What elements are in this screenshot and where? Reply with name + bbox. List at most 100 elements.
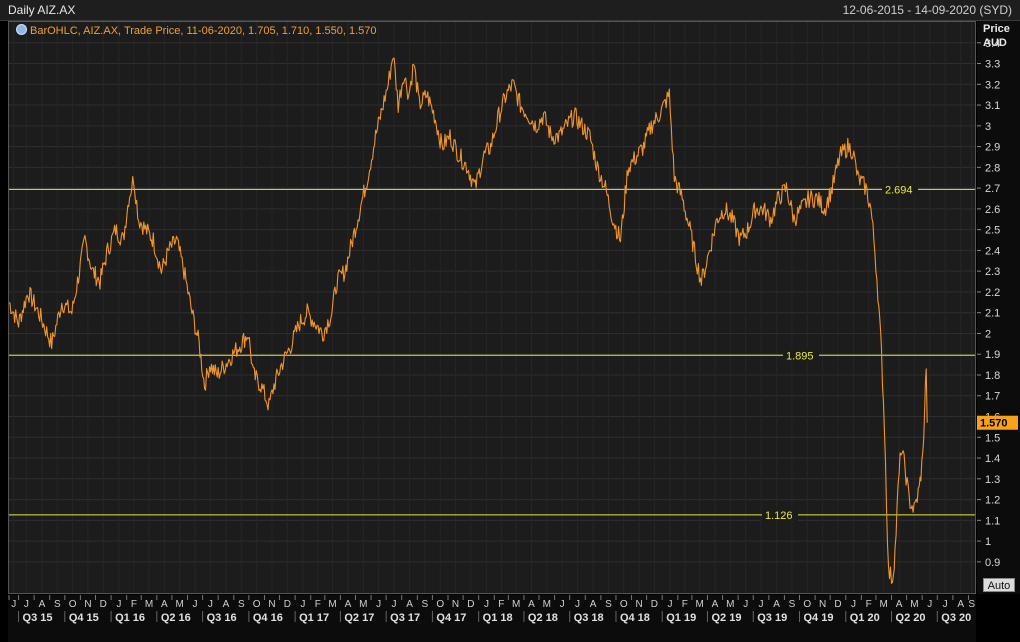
chart-title: Daily AIZ.AX — [8, 3, 76, 17]
month-label: S — [968, 599, 975, 610]
month-label: S — [238, 599, 245, 610]
y-tick-label: 2.8 — [985, 162, 1000, 174]
series-legend[interactable]: BarOHLC, AIZ.AX, Trade Price, 11-06-2020… — [16, 24, 377, 37]
y-tick-label: 1.3 — [985, 474, 1000, 486]
y-tick-label: 2.7 — [985, 183, 1000, 195]
month-label: S — [605, 599, 612, 610]
quarter-label: Q2 17 — [344, 612, 374, 624]
month-label: D — [651, 599, 658, 610]
y-tick-label: 1.1 — [985, 515, 1000, 527]
quarter-label: Q1 17 — [299, 612, 329, 624]
month-label: A — [223, 599, 230, 610]
last-price-label: 1.570 — [980, 418, 1008, 430]
y-tick-label: 3.1 — [985, 100, 1000, 112]
y-tick-label: 2.3 — [985, 266, 1000, 278]
quarter-label: Q2 19 — [711, 612, 741, 624]
month-label: J — [575, 599, 580, 610]
y-tick-label: 1.9 — [985, 349, 1000, 361]
y-tick-label: 2.1 — [985, 308, 1000, 320]
quarter-label: Q1 20 — [850, 612, 880, 624]
month-label: F — [682, 599, 688, 610]
y-tick-label: 2.5 — [985, 225, 1000, 237]
month-label: M — [145, 599, 153, 610]
y-tick-label: 1.7 — [985, 391, 1000, 403]
y-tick-label: 1.4 — [985, 453, 1000, 465]
month-label: F — [866, 599, 872, 610]
last-price-tag — [977, 415, 1018, 430]
month-label: D — [467, 599, 474, 610]
legend-text: BarOHLC, AIZ.AX, Trade Price, 11-06-2020… — [30, 25, 377, 37]
quarter-label: Q3 16 — [207, 612, 237, 624]
month-label: A — [528, 599, 535, 610]
month-label: M — [512, 599, 520, 610]
month-label: J — [743, 599, 748, 610]
month-label: J — [759, 599, 764, 610]
series-settings-icon[interactable] — [16, 24, 27, 35]
month-label: M — [176, 599, 184, 610]
quarter-label: Q4 18 — [620, 612, 650, 624]
month-label: N — [635, 599, 642, 610]
month-label: A — [957, 599, 964, 610]
month-label: J — [24, 599, 29, 610]
month-label: J — [116, 599, 121, 610]
price-axis[interactable] — [977, 21, 1020, 594]
title-bar: Daily AIZ.AX 12-06-2015 - 14-09-2020 (SY… — [0, 0, 1020, 21]
y-tick-label: 1.2 — [985, 495, 1000, 507]
month-label: F — [131, 599, 137, 610]
reference-label-bg — [882, 182, 918, 196]
month-label: N — [84, 599, 91, 610]
time-axis[interactable] — [8, 595, 976, 642]
month-label: J — [484, 599, 489, 610]
month-label: M — [543, 599, 551, 610]
month-label: A — [161, 599, 168, 610]
quarter-label: Q2 20 — [896, 612, 926, 624]
month-label: M — [726, 599, 734, 610]
quarter-label: Q2 16 — [161, 612, 191, 624]
month-label: J — [11, 599, 16, 610]
month-label: O — [253, 599, 261, 610]
quarter-label: Q3 15 — [23, 612, 53, 624]
month-label: J — [391, 599, 396, 610]
quarter-label: Q3 18 — [574, 612, 604, 624]
quarter-label: Q3 17 — [390, 612, 420, 624]
month-label: J — [927, 599, 932, 610]
month-label: O — [436, 599, 444, 610]
y-tick-label: 2 — [985, 328, 991, 340]
currency-label: AUD — [983, 37, 1007, 49]
month-label: J — [193, 599, 198, 610]
price-series-line — [8, 57, 928, 584]
month-label: M — [696, 599, 704, 610]
month-label: F — [315, 599, 321, 610]
y-tick-label: 2.9 — [985, 142, 1000, 154]
y-tick-label: 2.6 — [985, 204, 1000, 216]
y-tick-label: 3.4 — [985, 38, 1000, 50]
month-label: N — [452, 599, 459, 610]
y-tick-label: 3.3 — [985, 59, 1000, 71]
month-label: S — [422, 599, 429, 610]
quarter-label: Q3 20 — [941, 612, 971, 624]
month-label: A — [406, 599, 413, 610]
plot-area[interactable] — [8, 21, 976, 594]
month-label: F — [498, 599, 504, 610]
month-label: A — [896, 599, 903, 610]
price-label: Price — [983, 23, 1010, 35]
month-label: S — [54, 599, 61, 610]
quarter-label: Q1 19 — [666, 612, 696, 624]
month-label: J — [208, 599, 213, 610]
quarter-label: Q4 19 — [804, 612, 834, 624]
month-label: D — [100, 599, 107, 610]
y-tick-label: 1.8 — [985, 370, 1000, 382]
y-tick-label: 1.5 — [985, 432, 1000, 444]
month-label: J — [300, 599, 305, 610]
auto-scale-button[interactable]: Auto — [983, 578, 1015, 592]
y-tick-label: 3 — [985, 121, 991, 133]
y-tick-label: 1 — [985, 536, 991, 548]
month-label: O — [69, 599, 77, 610]
month-label: O — [620, 599, 628, 610]
month-label: S — [789, 599, 796, 610]
month-label: M — [328, 599, 336, 610]
month-label: D — [834, 599, 841, 610]
month-label: A — [712, 599, 719, 610]
reference-label: 1.895 — [786, 350, 814, 362]
